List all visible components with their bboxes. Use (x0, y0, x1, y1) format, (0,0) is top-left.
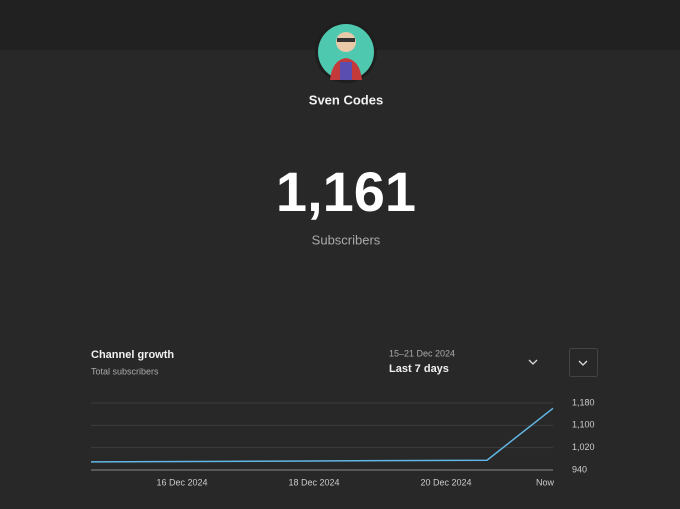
chart: 940 1,020 1,100 1,180 16 Dec 2024 18 Dec 2024… (90, 397, 595, 487)
more-button[interactable] (569, 348, 598, 377)
y-tick-label: 940 (572, 464, 587, 474)
range-dates: 15–21 Dec 2024 (389, 348, 455, 358)
y-tick-label: 1,180 (572, 397, 595, 407)
avatar[interactable] (315, 21, 377, 83)
x-tick-label: 20 Dec 2024 (420, 477, 471, 487)
x-tick-label: 16 Dec 2024 (156, 477, 207, 487)
count-label: Subscribers (312, 232, 381, 247)
panel-subtitle: Total subscribers (91, 366, 159, 376)
x-tick-label: Now (536, 477, 555, 487)
range-chevron[interactable] (528, 359, 538, 365)
y-tick-label: 1,100 (572, 420, 595, 430)
subscriber-count: 1,161 (276, 160, 416, 223)
line (90, 407, 554, 463)
channel-name: Sven Codes (309, 92, 383, 107)
range-name[interactable]: Last 7 days (389, 363, 449, 375)
panel-title: Channel growth (91, 349, 174, 361)
y-tick-label: 1,020 (572, 442, 595, 452)
x-tick-label: 18 Dec 2024 (288, 477, 339, 487)
